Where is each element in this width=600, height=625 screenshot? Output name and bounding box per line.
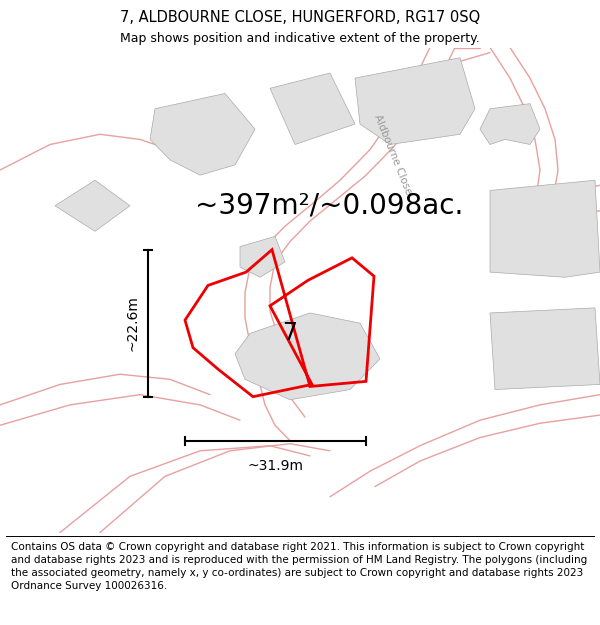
Polygon shape [490, 308, 600, 389]
Polygon shape [355, 58, 475, 144]
Text: Aldbourne Close: Aldbourne Close [373, 113, 413, 196]
Text: ~31.9m: ~31.9m [248, 459, 304, 473]
Polygon shape [270, 73, 355, 144]
Polygon shape [150, 94, 255, 175]
Text: Map shows position and indicative extent of the property.: Map shows position and indicative extent… [120, 32, 480, 45]
Text: Contains OS data © Crown copyright and database right 2021. This information is : Contains OS data © Crown copyright and d… [11, 542, 587, 591]
Text: ~397m²/~0.098ac.: ~397m²/~0.098ac. [195, 192, 463, 220]
Polygon shape [480, 104, 540, 144]
Text: 7: 7 [283, 321, 298, 346]
Polygon shape [235, 313, 380, 400]
Polygon shape [490, 180, 600, 278]
Polygon shape [240, 236, 285, 278]
Text: ~22.6m: ~22.6m [126, 295, 140, 351]
Text: 7, ALDBOURNE CLOSE, HUNGERFORD, RG17 0SQ: 7, ALDBOURNE CLOSE, HUNGERFORD, RG17 0SQ [120, 11, 480, 26]
Polygon shape [55, 180, 130, 231]
